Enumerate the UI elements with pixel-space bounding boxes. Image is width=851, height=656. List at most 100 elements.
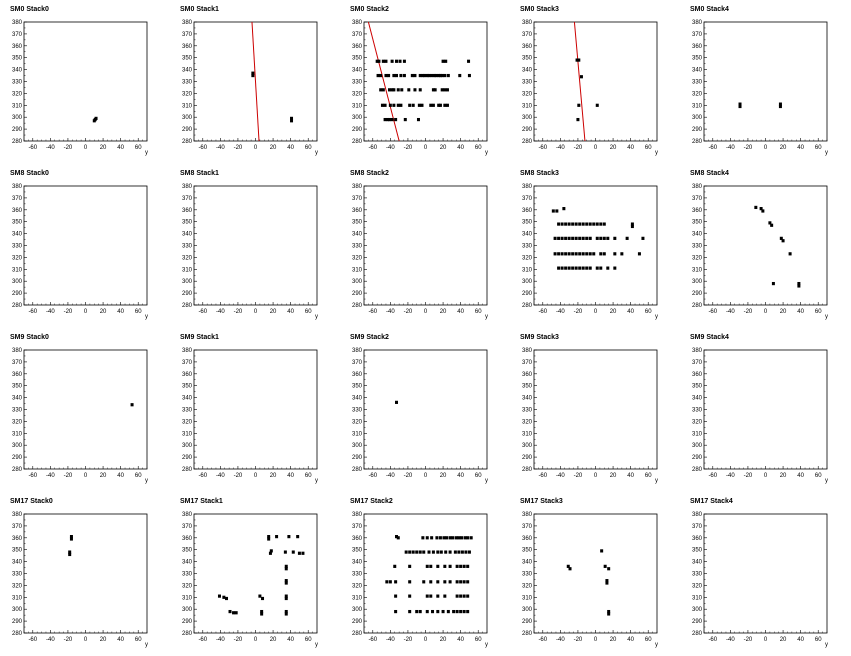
data-point — [602, 222, 606, 226]
x-tick-label: 40 — [627, 473, 634, 479]
y-tick-label: 340 — [182, 232, 193, 238]
data-point — [599, 222, 603, 226]
data-point — [630, 224, 634, 229]
data-point — [439, 550, 443, 554]
data-point — [581, 236, 585, 240]
x-tick-label: -60 — [538, 145, 547, 151]
panel-title: SM0 Stack4 — [690, 6, 729, 13]
y-tick-label: 290 — [352, 127, 363, 133]
data-point — [418, 609, 422, 614]
y-tick-label: 360 — [692, 44, 703, 50]
x-tick-label: 20 — [780, 309, 787, 315]
data-point — [425, 594, 429, 598]
data-point — [571, 266, 575, 270]
data-point — [421, 73, 425, 78]
data-point — [443, 580, 447, 584]
plot-area: 280 290 300 310 320 330 340 350 360 370 380 -60 -40 -… — [522, 184, 658, 320]
track-line — [367, 22, 400, 141]
data-point — [415, 609, 419, 614]
panel-title: SM9 Stack4 — [690, 334, 729, 341]
y-tick-label: 300 — [522, 607, 533, 613]
y-tick-label: 320 — [522, 583, 533, 589]
panel-sm9-stack0: SM9 Stack0 280 290 300 310 320 330 340 350 360 370… — [0, 328, 170, 492]
x-tick-label: 40 — [287, 309, 294, 315]
y-tick-label: 280 — [692, 631, 703, 637]
plot-area: 280 290 300 310 320 330 340 350 360 370 380 -60 -40 -… — [522, 20, 658, 156]
data-point — [464, 550, 468, 554]
x-tick-label: 20 — [100, 637, 107, 643]
plot-frame — [533, 185, 658, 306]
x-tick-label: -40 — [386, 473, 395, 479]
y-tick-label: 290 — [692, 291, 703, 297]
data-point — [443, 564, 447, 568]
x-tick-label: -40 — [216, 145, 225, 151]
data-point — [431, 609, 435, 614]
data-point — [613, 266, 617, 270]
data-point — [399, 73, 403, 78]
x-tick-label: -40 — [46, 473, 55, 479]
y-tick-label: 310 — [352, 595, 363, 601]
y-tick-label: 280 — [352, 139, 363, 145]
x-tick-label: 40 — [797, 637, 804, 643]
data-point — [232, 611, 236, 615]
y-tick-label: 330 — [182, 80, 193, 86]
data-point — [431, 88, 435, 92]
y-tick-label: 300 — [352, 115, 363, 121]
x-tick-label: -20 — [64, 309, 73, 315]
data-point — [388, 103, 392, 107]
x-tick-label: -60 — [28, 473, 37, 479]
x-tick-label: 20 — [270, 637, 277, 643]
y-tick-label: 350 — [182, 56, 193, 62]
data-point — [399, 103, 403, 107]
data-point — [251, 71, 255, 75]
data-point — [418, 73, 422, 78]
data-point — [400, 88, 404, 92]
x-tick-label: 0 — [84, 473, 88, 479]
x-tick-label: 60 — [135, 473, 142, 479]
data-point — [384, 73, 388, 78]
data-point — [444, 550, 448, 554]
data-point — [390, 88, 394, 92]
y-tick-label: 370 — [692, 32, 703, 38]
x-tick-label: -40 — [556, 637, 565, 643]
data-point — [408, 564, 412, 568]
x-axis-label: y — [485, 478, 488, 484]
data-point — [393, 564, 397, 568]
data-point — [225, 596, 229, 601]
y-tick-label: 360 — [182, 208, 193, 214]
y-tick-label: 370 — [522, 524, 533, 530]
y-tick-label: 280 — [692, 139, 703, 145]
y-tick-label: 360 — [522, 208, 533, 214]
y-tick-label: 380 — [692, 512, 703, 518]
data-point — [283, 550, 287, 554]
x-tick-label: 60 — [475, 309, 482, 315]
y-tick-label: 310 — [182, 431, 193, 437]
y-tick-label: 280 — [12, 631, 23, 637]
data-point — [768, 221, 772, 225]
y-tick-label: 300 — [692, 607, 703, 613]
x-tick-label: 40 — [117, 145, 124, 151]
track-line — [251, 22, 260, 141]
y-tick-label: 360 — [182, 536, 193, 542]
data-point — [413, 88, 417, 92]
y-tick-label: 360 — [182, 44, 193, 50]
y-tick-label: 280 — [352, 467, 363, 473]
data-point — [436, 609, 440, 614]
plot-area: 280 290 300 310 320 330 340 350 360 370 380 -60 -40 -… — [692, 512, 828, 648]
y-tick-label: 350 — [182, 384, 193, 390]
data-point — [457, 550, 461, 554]
y-tick-label: 350 — [182, 548, 193, 554]
data-point — [440, 73, 444, 78]
x-tick-label: -40 — [726, 309, 735, 315]
y-tick-label: 370 — [522, 196, 533, 202]
x-tick-label: -20 — [744, 309, 753, 315]
y-tick-label: 330 — [12, 572, 23, 578]
x-tick-label: -40 — [216, 473, 225, 479]
y-tick-label: 340 — [12, 560, 23, 566]
x-tick-label: -20 — [404, 309, 413, 315]
plot-frame — [363, 349, 488, 470]
data-point — [396, 536, 400, 540]
y-tick-label: 290 — [522, 291, 533, 297]
data-point — [228, 609, 232, 614]
y-tick-label: 350 — [12, 56, 23, 62]
